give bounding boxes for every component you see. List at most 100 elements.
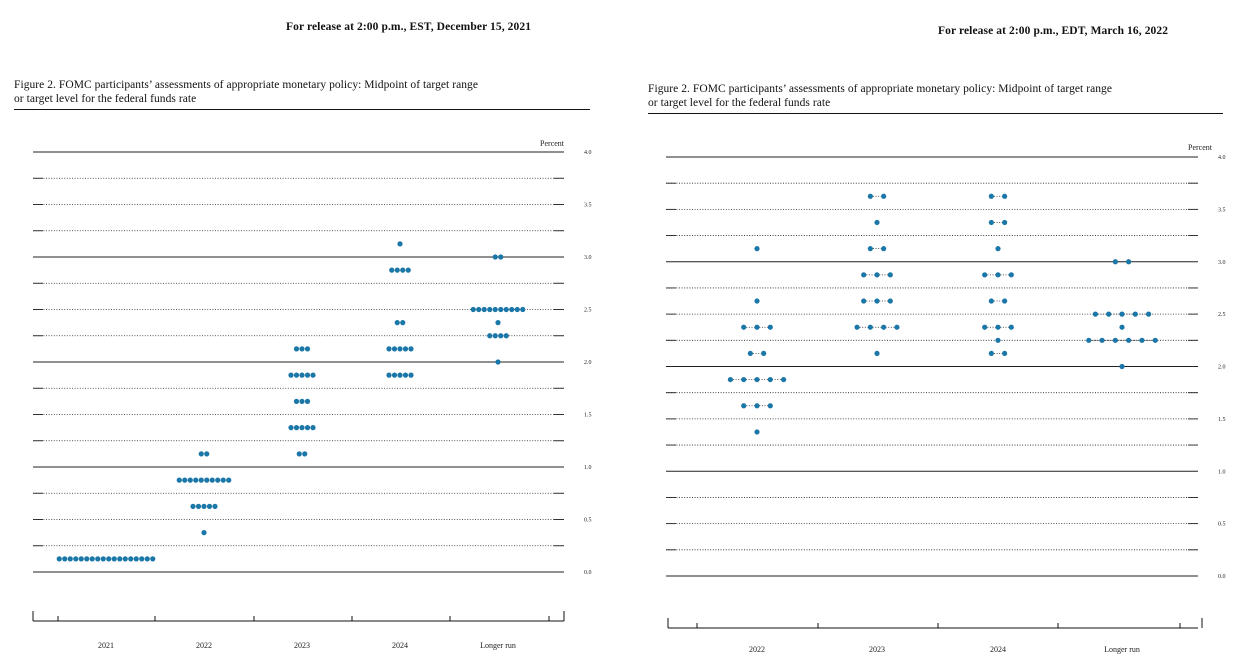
participant-dot — [887, 272, 893, 278]
figure-title: Figure 2. FOMC participants’ assessments… — [648, 82, 1228, 110]
participant-dot — [867, 246, 873, 252]
participant-dot — [754, 324, 760, 330]
y-axis-label: Percent — [1188, 143, 1213, 152]
participant-dot — [1152, 337, 1158, 343]
participant-dot — [988, 350, 994, 357]
y-tick-label: 2.0 — [584, 360, 592, 366]
participant-dot — [299, 425, 305, 431]
participant-dot — [995, 324, 1001, 330]
participant-dot — [1112, 259, 1118, 265]
participant-dot — [881, 324, 887, 330]
participant-dot — [226, 477, 232, 483]
participant-dot — [206, 503, 213, 509]
participant-dot — [995, 337, 1001, 343]
participant-dot — [1002, 219, 1008, 226]
participant-dot — [56, 556, 62, 562]
participant-dot — [1126, 259, 1132, 265]
participant-dot — [874, 298, 880, 304]
participant-dot — [400, 320, 406, 326]
participant-dot — [1008, 272, 1014, 278]
x-tick-label: 2023 — [869, 645, 885, 654]
participant-dot — [487, 333, 493, 339]
participant-dot — [487, 306, 493, 313]
right-panel: For release at 2:00 p.m., EDT, March 16,… — [632, 0, 1252, 667]
participant-dot — [1002, 298, 1008, 304]
participant-dot — [95, 556, 101, 562]
participant-dot — [310, 425, 316, 431]
title-rule — [14, 109, 590, 110]
participant-dot — [498, 333, 504, 339]
participant-dot — [874, 219, 880, 226]
participant-dot — [204, 451, 210, 457]
participant-dot — [299, 398, 305, 404]
y-tick-label: 2.5 — [584, 308, 592, 314]
y-tick-label: 3.5 — [584, 203, 592, 209]
y-tick-label: 0.0 — [1218, 574, 1226, 580]
participant-dot — [402, 346, 409, 352]
participant-dot — [122, 556, 128, 562]
participant-dot — [1126, 337, 1132, 343]
participant-dot — [741, 376, 747, 383]
participant-dot — [391, 372, 398, 378]
participant-dot — [293, 372, 300, 378]
participant-dot — [874, 272, 880, 278]
x-tick-label: Longer run — [480, 641, 516, 650]
participant-dot — [854, 324, 860, 330]
participant-dot — [754, 376, 760, 383]
participant-dot — [867, 324, 873, 330]
participant-dot — [389, 267, 395, 273]
figure-title-line2: or target level for the federal funds ra… — [14, 93, 197, 105]
participant-dot — [198, 477, 204, 483]
participant-dot — [397, 346, 403, 352]
participant-dot — [754, 429, 760, 435]
y-tick-label: 0.5 — [1218, 522, 1226, 528]
participant-dot — [400, 267, 406, 273]
x-tick-label: 2024 — [392, 641, 408, 650]
participant-dot — [1132, 311, 1138, 317]
participant-dot — [402, 372, 409, 378]
participant-dot — [310, 372, 316, 378]
participant-dot — [386, 372, 392, 378]
participant-dot — [1092, 311, 1098, 317]
participant-dot — [84, 556, 90, 562]
participant-dot — [299, 372, 305, 378]
participant-dot — [988, 193, 994, 199]
participant-dot — [1002, 350, 1008, 357]
participant-dot — [988, 298, 994, 304]
y-tick-label: 4.0 — [1218, 155, 1226, 161]
participant-dot — [514, 306, 520, 313]
participant-dot — [89, 556, 95, 562]
participant-dot — [470, 306, 476, 313]
participant-dot — [201, 503, 207, 509]
y-tick-label: 4.0 — [584, 150, 592, 156]
release-note: For release at 2:00 p.m., EST, December … — [286, 21, 532, 33]
participant-dot — [1099, 337, 1105, 343]
participant-dot — [887, 298, 893, 304]
participant-dot — [754, 246, 760, 252]
participant-dot — [767, 324, 773, 330]
figure-title-line1: Figure 2. FOMC participants’ assessments… — [14, 79, 479, 91]
participant-dot — [144, 556, 150, 562]
left-panel: For release at 2:00 p.m., EST, December … — [0, 0, 620, 667]
y-tick-label: 3.0 — [1218, 260, 1226, 266]
participant-dot — [861, 272, 867, 278]
participant-dot — [408, 372, 414, 378]
y-tick-label: 1.0 — [584, 465, 592, 471]
participant-dot — [1086, 337, 1092, 343]
title-rule — [648, 113, 1223, 114]
participant-dot — [982, 324, 988, 330]
participant-dot — [874, 350, 880, 357]
participant-dot — [509, 306, 515, 313]
figure-title-line2: or target level for the federal funds ra… — [648, 97, 831, 109]
x-tick-label: 2022 — [196, 641, 212, 650]
participant-dot — [498, 306, 504, 313]
participant-dot — [1008, 324, 1014, 330]
participant-dot — [304, 372, 311, 378]
participant-dot — [741, 324, 747, 330]
participant-dot — [1146, 311, 1152, 317]
dot-plot-chart: 0.0 0.5 1.0 1.5 2.0 2.5 3.0 3.5 4.0 Percent 2022 20… — [666, 143, 1226, 654]
participant-dot — [302, 451, 308, 457]
participant-dot — [293, 398, 300, 404]
x-tick-label: Longer run — [1104, 645, 1140, 654]
participant-dot — [861, 298, 867, 304]
